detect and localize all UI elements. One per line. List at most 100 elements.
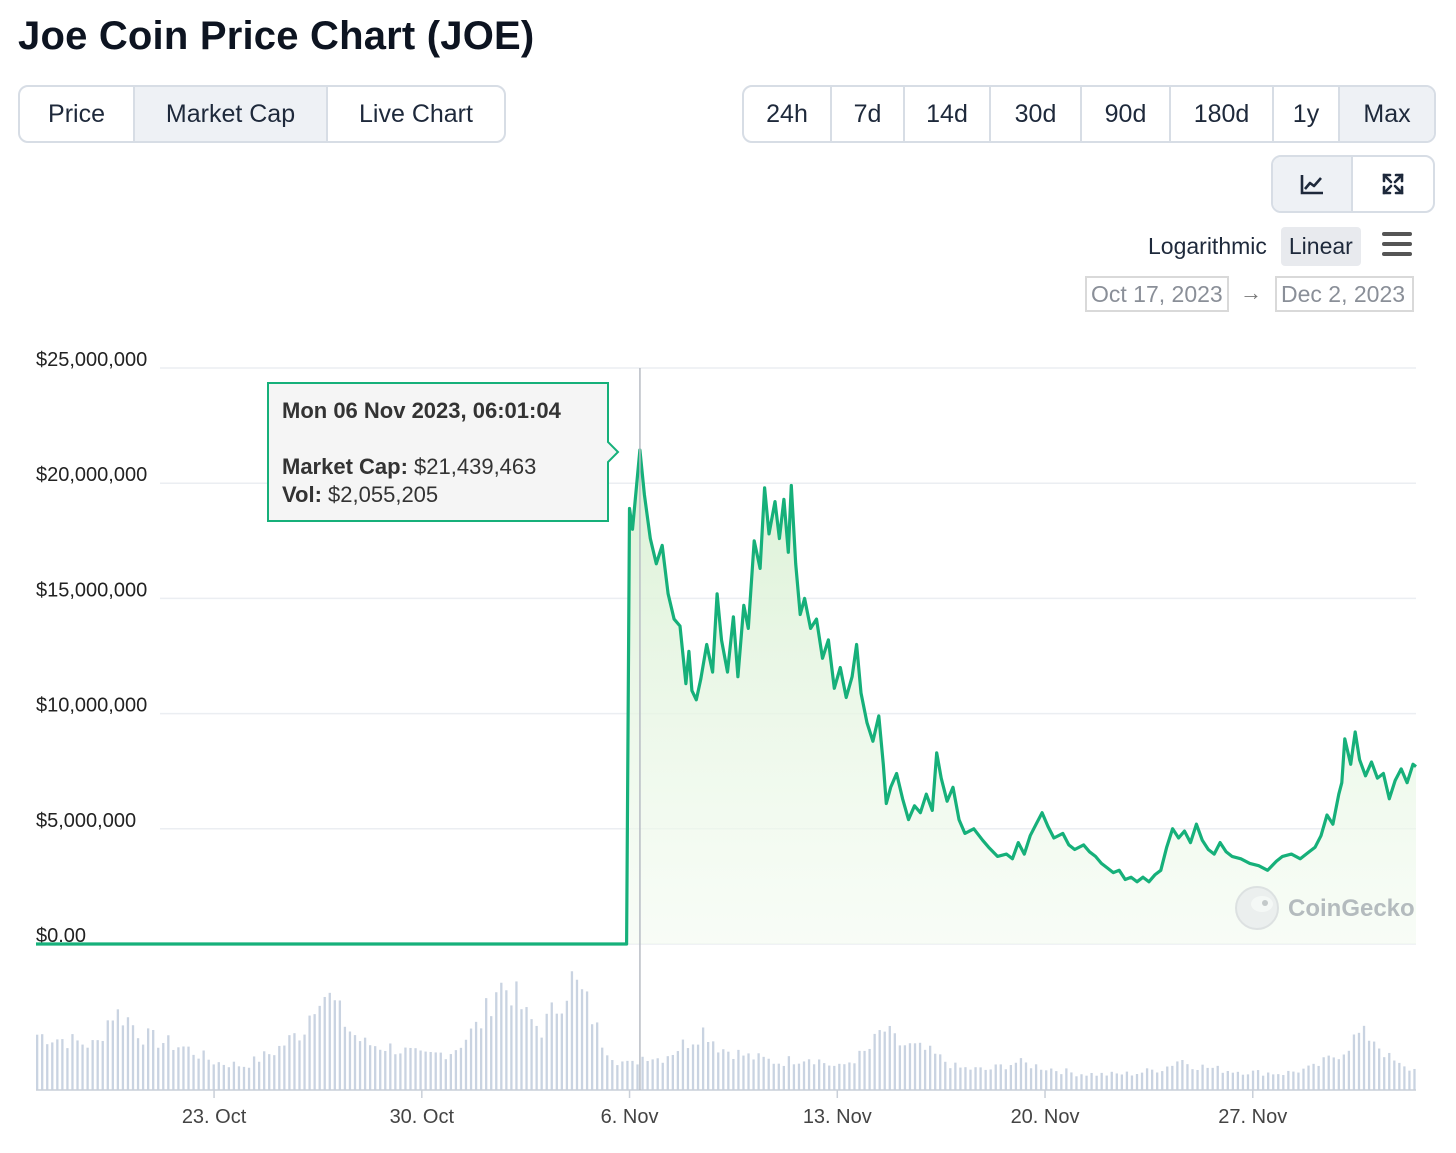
fullscreen-button[interactable] <box>1353 157 1433 211</box>
volume-bar <box>1226 1070 1229 1090</box>
volume-bar <box>712 1041 715 1090</box>
expand-icon <box>1382 173 1404 195</box>
volume-bar <box>263 1051 266 1090</box>
volume-bar <box>1004 1069 1007 1090</box>
volume-bar <box>646 1061 649 1090</box>
volume-bar <box>1080 1074 1083 1090</box>
volume-bar <box>893 1033 896 1090</box>
volume-bar <box>1075 1076 1078 1090</box>
volume-bar <box>464 1039 468 1090</box>
range-90d[interactable]: 90d <box>1082 87 1171 141</box>
line-chart-icon <box>1300 175 1323 195</box>
volume-bar <box>439 1052 442 1090</box>
volume-bar <box>368 1045 372 1090</box>
line-chart-button[interactable] <box>1273 157 1353 211</box>
volume-bar <box>1034 1064 1038 1090</box>
volume-bar <box>36 1034 39 1090</box>
volume-bar <box>585 991 589 1090</box>
volume-bar <box>858 1050 861 1090</box>
tooltip-market-cap: Market Cap: $21,439,463 <box>282 454 536 479</box>
range-14d[interactable]: 14d <box>905 87 991 141</box>
chart-type-tabs: Price Market Cap Live Chart <box>18 85 506 143</box>
volume-bar <box>1211 1067 1214 1090</box>
volume-bar <box>394 1054 397 1090</box>
range-180d[interactable]: 180d <box>1171 87 1274 141</box>
volume-bar <box>1282 1075 1285 1090</box>
tooltip-vol-value: $2,055,205 <box>328 482 438 507</box>
volume-bar <box>550 1002 553 1090</box>
market-cap-chart[interactable]: $0.00 $5,000,000 $10,000,000 $15,000,000 $20… <box>0 330 1456 1153</box>
range-1y[interactable]: 1y <box>1274 87 1340 141</box>
volume-bar <box>989 1069 992 1090</box>
y-tick-label: $0.00 <box>36 925 86 947</box>
range-7d[interactable]: 7d <box>832 87 905 141</box>
volume-bar <box>565 1000 569 1090</box>
volume-bar <box>232 1061 236 1090</box>
volume-bar <box>1398 1062 1401 1090</box>
volume-bar <box>520 1009 523 1090</box>
range-max[interactable]: Max <box>1340 87 1434 141</box>
range-30d[interactable]: 30d <box>991 87 1082 141</box>
volume-bar <box>601 1047 604 1090</box>
volume-bar <box>1403 1066 1406 1090</box>
tooltip-mcap-label: Market Cap: <box>282 454 408 479</box>
volume-bar <box>1100 1072 1103 1090</box>
volume-bar <box>207 1059 210 1090</box>
volume-bar <box>268 1054 271 1090</box>
arrow-right-icon: → <box>1240 280 1262 305</box>
x-tick-label: 27. Nov <box>1218 1106 1287 1128</box>
scale-logarithmic[interactable]: Logarithmic <box>1148 233 1267 259</box>
volume-bar <box>1014 1062 1018 1090</box>
volume-bar <box>333 1000 336 1090</box>
x-axis: 23. Oct 30. Oct 6. Nov 13. Nov 20. Nov 27. No… <box>182 1090 1287 1128</box>
volume-bar <box>747 1053 750 1090</box>
volume-bar <box>202 1050 205 1090</box>
volume-bar <box>666 1056 669 1090</box>
volume-bar <box>828 1065 831 1090</box>
volume-bar <box>323 996 326 1090</box>
volume-bar <box>974 1067 977 1090</box>
volume-bar <box>818 1059 821 1090</box>
volume-bar <box>46 1044 49 1090</box>
x-tick-label: 13. Nov <box>803 1106 872 1128</box>
tab-price[interactable]: Price <box>20 87 135 141</box>
volume-bar <box>41 1034 44 1090</box>
volume-bar <box>853 1063 856 1090</box>
page-title: Joe Coin Price Chart (JOE) <box>18 14 535 58</box>
volume-bar <box>212 1064 215 1090</box>
range-24h[interactable]: 24h <box>744 87 832 141</box>
volume-bar <box>146 1028 150 1090</box>
volume-bar <box>918 1042 922 1090</box>
hamburger-menu-icon[interactable] <box>1382 232 1412 256</box>
volume-bar <box>444 1059 447 1090</box>
volume-bar <box>116 1009 120 1090</box>
y-tick-label: $10,000,000 <box>36 695 147 717</box>
volume-bar <box>1216 1065 1219 1090</box>
date-from-input[interactable] <box>1085 276 1229 312</box>
volume-bar <box>61 1039 64 1090</box>
volume-bar <box>949 1068 952 1090</box>
time-range-selector: 24h 7d 14d 30d 90d 180d 1y Max <box>742 85 1436 143</box>
tab-live-chart[interactable]: Live Chart <box>359 99 473 128</box>
volume-bar <box>742 1055 745 1090</box>
volume-bar <box>505 990 508 1090</box>
volume-bar <box>91 1040 94 1090</box>
tab-market-cap[interactable]: Market Cap <box>135 87 328 141</box>
volume-bar <box>1191 1069 1194 1090</box>
volume-bar <box>570 971 574 1090</box>
y-axis: $0.00 $5,000,000 $10,000,000 $15,000,000 $20… <box>36 349 147 947</box>
volume-bars <box>36 971 1416 1091</box>
volume-bar <box>1130 1075 1134 1090</box>
volume-bar <box>515 981 518 1090</box>
volume-bar <box>1176 1061 1179 1090</box>
x-tick-label: 20. Nov <box>1011 1106 1080 1128</box>
volume-bar <box>969 1069 972 1090</box>
scale-linear[interactable]: Linear <box>1280 227 1361 266</box>
volume-bar <box>167 1035 170 1090</box>
volume-bar <box>1140 1072 1144 1090</box>
volume-bar <box>1019 1058 1023 1090</box>
date-to-input[interactable] <box>1275 276 1414 312</box>
y-tick-label: $15,000,000 <box>36 579 147 601</box>
volume-bar <box>727 1051 730 1090</box>
volume-bar <box>343 1026 347 1090</box>
